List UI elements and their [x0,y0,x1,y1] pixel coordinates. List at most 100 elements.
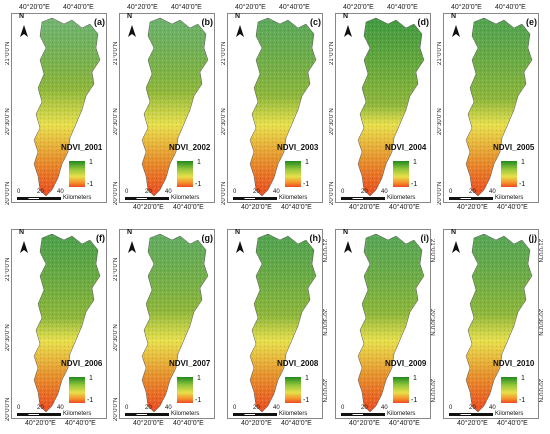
scale-unit-label: Kilometers [495,411,524,417]
scale-bar [125,413,169,416]
north-arrow-icon [233,17,247,39]
map-panel: N (j) 40°20'0"E 40°40'0"E 21°0'0"N 20°30'0"N 2… [437,219,543,431]
scale-bar [17,197,61,200]
scale-tick-label: 20 [469,405,476,411]
ndvi-legend-bar [69,377,85,403]
legend-max-value: 1 [521,375,525,382]
scale-tick-label: 40 [381,405,388,411]
ndvi-legend-bar [501,377,517,403]
longitude-tick-bottom: 40°40'0"E [281,420,312,427]
scale-unit-label: Kilometers [495,195,524,201]
legend-min-value: -1 [87,397,94,404]
scale-unit-label: Kilometers [171,195,200,201]
scale-tick-label: 40 [165,405,172,411]
longitude-tick-bottom: 40°40'0"E [173,204,204,211]
ndvi-basin-map [465,233,533,413]
longitude-tick-bottom: 40°20'0"E [457,420,488,427]
north-arrow-icon [17,17,31,39]
legend-min-value: -1 [519,181,526,188]
longitude-tick-top: 40°20'0"E [343,4,374,11]
legend-max-value: 1 [89,159,93,166]
latitude-tick-left: 21°0'0"N [437,41,443,65]
map-panel: N (b) 40°20'0"E 40°40'0"E 40°20'0"E 40°40'0"E… [113,3,219,215]
longitude-tick-bottom: 40°40'0"E [389,204,420,211]
longitude-tick-bottom: 40°20'0"E [457,204,488,211]
scale-unit-label: Kilometers [63,195,92,201]
north-label: N [19,13,25,20]
north-label: N [235,229,241,236]
panel-letter: (i) [420,233,430,243]
ndvi-year-label: NDVI_2001 [61,143,103,152]
scale-tick-label: 40 [273,189,280,195]
north-arrow-icon [125,233,139,255]
longitude-tick-bottom: 40°20'0"E [133,420,164,427]
latitude-tick-left: 21°0'0"N [5,41,11,65]
scale-tick-label: 0 [125,189,129,195]
scale-tick-label: 20 [145,189,152,195]
ndvi-legend-bar [177,161,193,187]
latitude-tick-right: 20°30'0"N [429,309,435,336]
scale-bar [125,197,169,200]
latitude-tick-left: 20°0'0"N [113,397,119,421]
latitude-tick-left: 20°30'0"N [5,324,11,351]
panel-letter: (c) [310,17,321,27]
map-panel: N (h) 40°20'0"E 40°40'0"E 21°0'0"N 20°30'0"N 2… [221,219,327,431]
north-label: N [451,229,457,236]
ndvi-year-label: NDVI_2008 [277,359,319,368]
basin-texture [34,18,100,196]
latitude-tick-right: 21°0'0"N [321,239,327,263]
longitude-tick-bottom: 40°20'0"E [241,204,272,211]
scale-tick-label: 40 [489,405,496,411]
north-arrow-icon [449,233,463,255]
latitude-tick-left: 20°30'0"N [437,108,443,135]
basin-texture [358,18,424,196]
ndvi-basin-map [33,233,101,413]
longitude-tick-bottom: 40°40'0"E [389,420,420,427]
scale-tick-label: 20 [253,405,260,411]
ndvi-legend-bar [69,161,85,187]
scale-unit-label: Kilometers [63,411,92,417]
scale-tick-label: 20 [37,189,44,195]
longitude-tick-top: 40°40'0"E [63,4,94,11]
latitude-tick-right: 20°30'0"N [537,309,543,336]
scale-tick-label: 0 [449,405,453,411]
map-panel: N (g) 40°20'0"E 40°40'0"E 21°0'0"N 20°30'0"N 2… [113,219,219,431]
panel-letter: (j) [528,233,538,243]
longitude-tick-bottom: 40°20'0"E [349,420,380,427]
legend-min-value: -1 [411,397,418,404]
latitude-tick-left: 20°0'0"N [5,181,11,205]
basin-texture [250,18,316,196]
scale-tick-label: 0 [125,405,129,411]
panel-letter: (e) [526,17,537,27]
ndvi-basin-map [357,233,425,413]
basin-texture [250,234,316,412]
scale-tick-label: 20 [361,405,368,411]
latitude-tick-left: 20°0'0"N [221,181,227,205]
panel-letter: (h) [309,233,322,243]
latitude-tick-right: 21°0'0"N [429,239,435,263]
ndvi-basin-map [249,17,317,197]
latitude-tick-right: 20°30'0"N [321,309,327,336]
longitude-tick-top: 40°20'0"E [19,4,50,11]
scale-tick-label: 40 [57,189,64,195]
scale-bar [233,413,277,416]
panel-letter: (g) [201,233,214,243]
latitude-tick-left: 20°30'0"N [221,108,227,135]
north-label: N [19,229,25,236]
longitude-tick-bottom: 40°40'0"E [497,204,528,211]
scale-tick-label: 0 [449,189,453,195]
longitude-tick-top: 40°40'0"E [387,4,418,11]
latitude-tick-left: 20°30'0"N [113,324,119,351]
longitude-tick-bottom: 40°20'0"E [25,420,56,427]
legend-min-value: -1 [195,181,202,188]
scale-tick-label: 20 [469,189,476,195]
panel-letter: (b) [201,17,214,27]
longitude-tick-top: 40°20'0"E [127,4,158,11]
ndvi-basin-map [33,17,101,197]
legend-max-value: 1 [305,159,309,166]
ndvi-year-label: NDVI_2009 [385,359,427,368]
ndvi-legend-bar [393,377,409,403]
map-panel: N (i) 40°20'0"E 40°40'0"E 21°0'0"N 20°30'0"N 2… [329,219,435,431]
basin-texture [34,234,100,412]
